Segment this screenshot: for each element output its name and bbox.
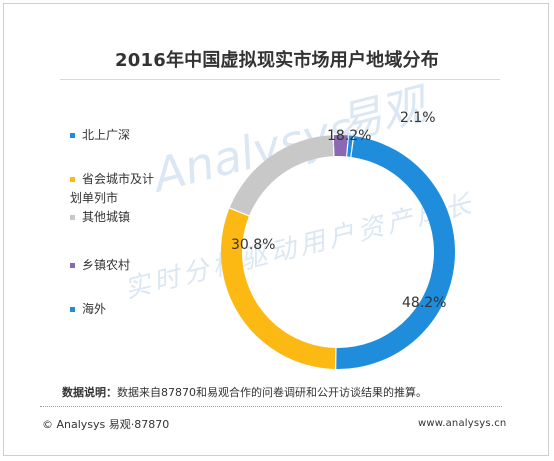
donut-data-labels: 48.2% 30.8% 18.2% 2.1% (231, 110, 446, 311)
legend-swatch-beishangguangshen (70, 133, 75, 138)
donut-slice-rural (333, 135, 348, 157)
footer-divider (40, 406, 502, 407)
footer-website: www.analysys.cn (418, 418, 507, 429)
data-label-other-towns: 18.2% (327, 128, 371, 144)
legend-swatch-overseas (70, 307, 75, 312)
donut-slice-beishangguangshen (336, 136, 455, 369)
data-label-beishangguangshen: 48.2% (402, 295, 446, 311)
chart-title: 2016年中国虚拟现实市场用户地域分布 (115, 50, 439, 71)
donut-slices (220, 135, 455, 369)
legend-label: 北上广深 (82, 128, 131, 142)
legend-label: 乡镇农村 (82, 258, 131, 272)
legend-label: 其他城镇 (82, 210, 131, 224)
donut-slice-other-towns (229, 135, 334, 216)
legend-swatch-other-towns (70, 215, 75, 220)
data-note-label: 数据说明： (62, 386, 117, 399)
footer-copyright: © Analysys 易观·87870 (42, 418, 170, 431)
data-note: 数据说明：数据来自87870和易观合作的问卷调研和公开访谈结果的推算。 (62, 384, 427, 400)
donut-slice-overseas (347, 135, 353, 157)
data-note-text: 数据来自87870和易观合作的问卷调研和公开访谈结果的推算。 (117, 386, 427, 399)
legend-swatch-rural (70, 263, 75, 268)
legend-label: 海外 (82, 302, 107, 316)
legend-label: 省会城市及计 (82, 172, 155, 186)
chart-frame (3, 3, 549, 456)
data-label-provincial-capitals: 30.8% (231, 237, 275, 253)
legend-swatch-provincial-capitals (70, 177, 75, 182)
legend-label-line2: 划单列市 (70, 191, 119, 205)
donut-slice-provincial-capitals (220, 208, 336, 369)
data-label-rural: 2.1% (400, 110, 436, 126)
title-divider (60, 79, 500, 80)
